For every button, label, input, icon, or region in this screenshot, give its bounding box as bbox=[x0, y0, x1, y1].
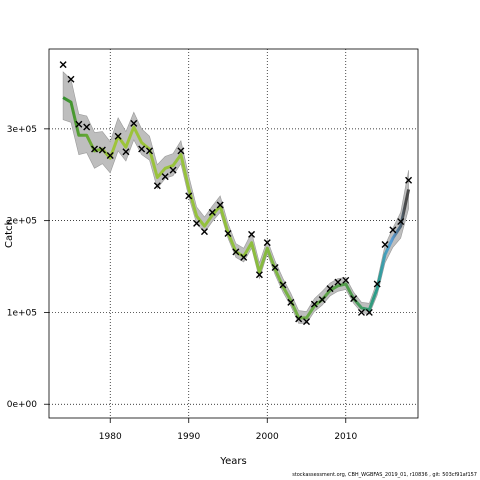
observed-point bbox=[161, 173, 169, 181]
observed-point bbox=[318, 296, 326, 304]
observed-point bbox=[216, 201, 224, 209]
observed-point bbox=[326, 285, 334, 293]
observed-point bbox=[240, 253, 248, 261]
observed-point bbox=[130, 119, 138, 127]
x-tick-label: 2010 bbox=[334, 432, 357, 442]
x-axis: 1980 1990 2000 2010 bbox=[99, 418, 357, 442]
observed-point bbox=[365, 308, 373, 316]
y-tick-label: 2e+05 bbox=[7, 217, 37, 227]
observed-point bbox=[279, 281, 287, 289]
confidence-band bbox=[62, 71, 409, 324]
observed-point bbox=[381, 241, 389, 249]
y-tick-label: 1e+05 bbox=[7, 308, 37, 318]
x-tick-label: 1990 bbox=[177, 432, 200, 442]
observed-point bbox=[303, 318, 311, 326]
observed-point bbox=[91, 145, 99, 153]
observed-point bbox=[287, 298, 295, 306]
y-axis: 0e+00 1e+05 2e+05 3e+05 bbox=[7, 125, 49, 410]
x-tick-label: 2000 bbox=[256, 432, 279, 442]
observed-point bbox=[153, 182, 161, 190]
observed-point bbox=[389, 226, 397, 234]
observed-point bbox=[373, 280, 381, 288]
observed-point bbox=[106, 151, 114, 159]
observed-point bbox=[122, 148, 130, 156]
observed-point bbox=[169, 166, 177, 174]
observed-point bbox=[98, 146, 106, 154]
observed-point bbox=[185, 192, 193, 200]
observed-point bbox=[295, 315, 303, 323]
observed-point bbox=[248, 230, 256, 238]
observed-point bbox=[397, 218, 405, 226]
observed-point bbox=[342, 276, 350, 284]
observed-point bbox=[200, 228, 208, 236]
observed-point bbox=[67, 75, 75, 83]
observed-point bbox=[177, 147, 185, 155]
grid-lines bbox=[49, 49, 418, 418]
observed-point bbox=[59, 61, 67, 69]
plot-frame bbox=[48, 48, 419, 419]
y-tick-label: 3e+05 bbox=[7, 125, 37, 135]
observed-point bbox=[350, 295, 358, 303]
x-axis-title: Years bbox=[219, 456, 246, 467]
observed-point bbox=[224, 230, 232, 237]
observed-point bbox=[255, 271, 263, 279]
observed-point bbox=[357, 308, 365, 316]
observed-point bbox=[193, 219, 201, 227]
observed-point bbox=[138, 145, 146, 153]
x-tick-label: 1980 bbox=[99, 432, 122, 442]
observed-point bbox=[271, 263, 279, 271]
footer-caption: stockassessment.org, CBH_WGBFAS_2019_01,… bbox=[292, 472, 477, 478]
y-tick-label: 0e+00 bbox=[7, 400, 38, 410]
observed-markers bbox=[59, 61, 413, 326]
observed-point bbox=[114, 132, 122, 140]
observed-point bbox=[263, 239, 271, 247]
observed-point bbox=[83, 123, 91, 131]
observed-point bbox=[75, 120, 83, 128]
observed-point bbox=[208, 208, 216, 216]
y-axis-title: Catch bbox=[4, 219, 15, 248]
observed-point bbox=[145, 147, 153, 155]
observed-point bbox=[334, 278, 342, 286]
observed-point bbox=[310, 300, 318, 308]
observed-point bbox=[232, 248, 240, 256]
observed-point bbox=[405, 176, 413, 184]
